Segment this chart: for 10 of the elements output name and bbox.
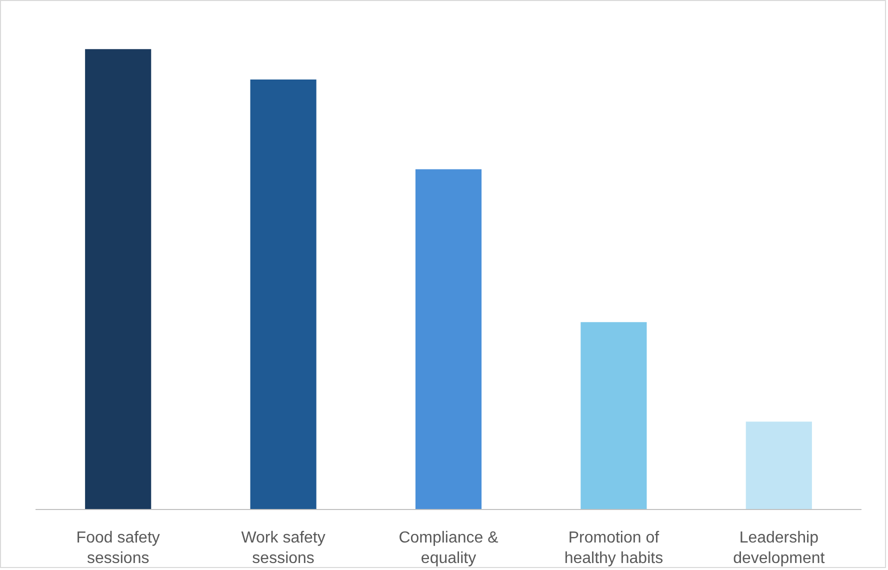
- x-tick-label: Leadership development: [733, 530, 826, 567]
- x-tick-label: Compliance & equality: [398, 530, 499, 567]
- x-tick-label: Promotion of healthy habits: [564, 530, 664, 567]
- x-tick-label: Food safety sessions: [76, 530, 160, 567]
- bar: [85, 49, 152, 510]
- bar: [580, 322, 647, 510]
- x-tick-label: Work safety sessions: [241, 530, 326, 567]
- bar: [415, 169, 482, 510]
- bar: [250, 80, 316, 510]
- bar: [746, 422, 812, 510]
